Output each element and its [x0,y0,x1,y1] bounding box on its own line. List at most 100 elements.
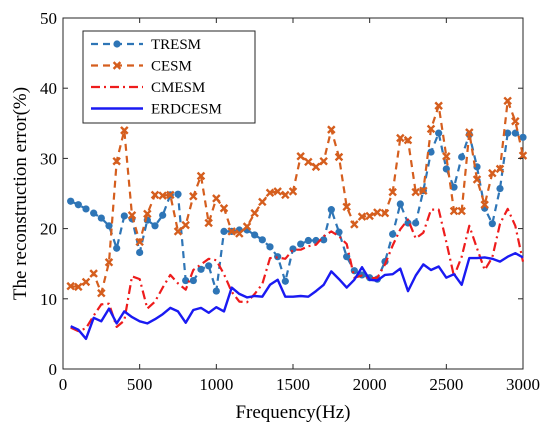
point-tresm [511,129,519,137]
point-tresm [67,197,75,205]
series-erdcesm [70,251,524,340]
point-tresm [258,236,266,244]
point-tresm [427,148,435,156]
point-tresm [120,212,128,220]
point-cesm [449,206,459,216]
point-cesm [89,269,98,278]
line-cmesm [70,207,525,333]
legend-item-tresm: TRESM [91,37,201,53]
point-tresm [496,184,504,193]
point-cesm [181,220,190,230]
point-cesm [511,116,520,126]
axes-group: 0 500 1000 1500 2000 2500 3000 0 10 20 30 40 50 [40,9,540,394]
point-tresm [220,227,228,236]
point-tresm [266,243,274,251]
point-cesm [503,96,512,106]
point-cesm [311,162,321,172]
point-cesm [81,277,91,287]
point-cesm [434,101,443,110]
point-cesm [227,227,236,236]
legend-marker-tresm [113,40,121,48]
point-tresm [519,133,527,141]
point-tresm [327,206,335,214]
series-cmesm [70,207,525,333]
y-tick-label: 40 [40,79,57,98]
point-cesm [196,171,206,181]
line-erdcesm [70,251,524,340]
point-cesm [380,208,390,218]
point-cesm [281,190,290,200]
point-tresm [97,214,105,222]
point-cesm [265,188,275,198]
point-tresm [281,277,289,285]
point-tresm [304,236,312,245]
series-group [66,96,528,340]
point-cesm [304,157,313,167]
y-tick-label: 30 [40,149,57,168]
point-cesm [258,197,267,207]
legend-item-cesm: CESM [91,59,192,75]
point-tresm [435,129,443,137]
point-cesm [143,209,152,219]
point-tresm [396,200,404,208]
point-cesm [373,208,382,217]
point-cesm [457,206,466,216]
line-cesm [70,99,525,295]
point-tresm [189,276,197,285]
point-tresm [251,231,259,239]
y-tick-label: 0 [49,360,58,379]
point-cesm [288,187,298,196]
point-cesm [173,227,183,236]
point-cesm [219,203,229,213]
point-tresm [174,190,182,198]
series-cesm [66,96,528,298]
point-cesm [403,135,413,145]
x-tick-label: 500 [127,375,153,394]
x-tick-label: 0 [59,375,68,394]
point-tresm [159,211,167,219]
point-cesm [472,175,482,184]
y-axis-label: The reconstruction error(%) [10,87,31,300]
point-tresm [151,222,159,230]
point-cesm [465,128,474,137]
point-cesm [66,281,75,291]
x-tick-label: 1500 [276,375,310,394]
point-cesm [480,200,489,209]
legend-label-erdcesm: ERDCESM [151,102,222,118]
point-cesm [97,288,106,298]
point-cesm [74,282,83,292]
point-cesm [419,186,428,195]
point-cesm [488,168,497,178]
point-tresm [197,265,205,273]
point-tresm [297,240,305,248]
point-cesm [442,152,451,161]
point-tresm [389,230,397,238]
point-tresm [320,236,328,244]
point-cesm [426,124,436,134]
point-cesm [104,258,114,267]
point-tresm [274,253,282,261]
point-cesm [112,156,121,166]
point-cesm [120,126,129,135]
x-tick-label: 2500 [429,375,463,394]
point-cesm [296,152,305,161]
point-cesm [204,218,213,228]
point-tresm [136,248,144,257]
point-tresm [343,253,351,261]
point-cesm [189,192,198,201]
point-tresm [412,219,420,227]
point-tresm [458,153,466,161]
legend: TRESM CESM CMESM ERDCESM [82,30,256,124]
point-cesm [235,229,244,238]
point-tresm [350,267,358,275]
point-tresm [289,245,297,253]
point-cesm [150,190,160,200]
point-cesm [495,164,505,174]
x-axis-label: Frequency(Hz) [235,402,350,423]
point-cesm [365,211,374,221]
point-tresm [74,201,82,209]
legend-marker-cesm [112,61,122,70]
legend-label-cesm: CESM [151,59,192,75]
point-cesm [158,191,167,200]
